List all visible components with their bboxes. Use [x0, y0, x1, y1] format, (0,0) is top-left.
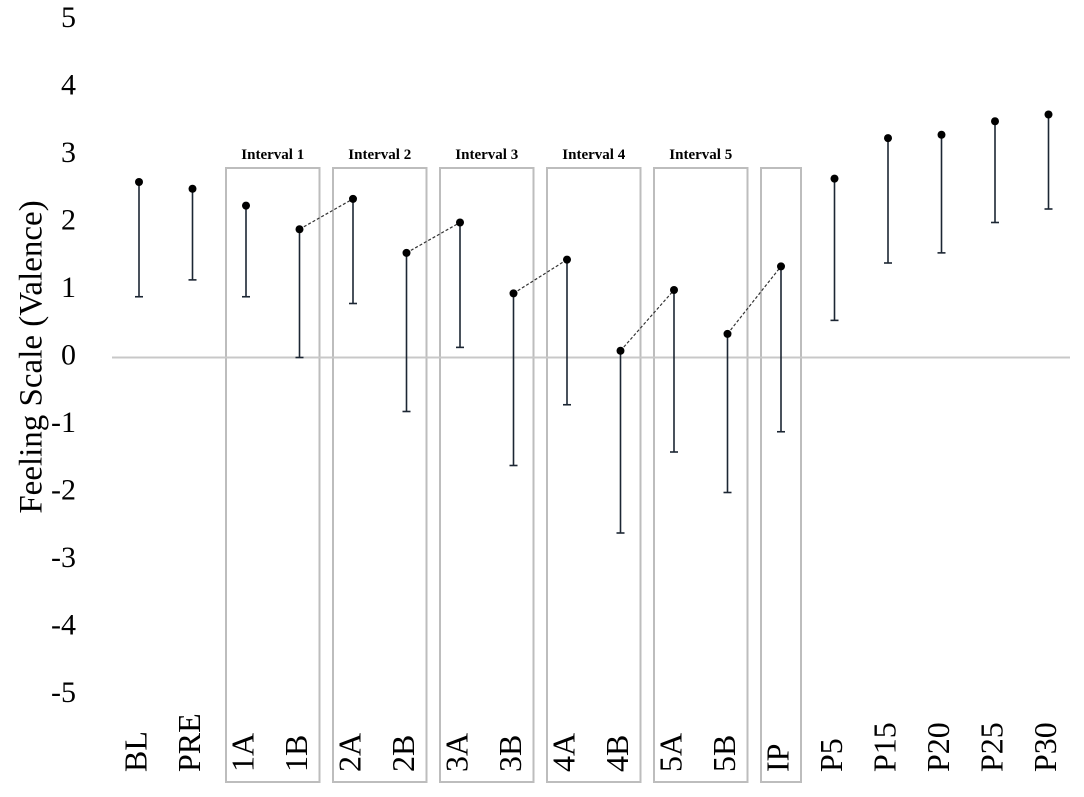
data-point: [456, 218, 464, 227]
interval-box-3: [439, 167, 535, 783]
connector-line: [299, 198, 354, 230]
x-tick-label: P15: [866, 722, 902, 772]
x-axis-ticks: BL PRE 1A 1B 2A 2B 3A 3B 4A 4B 5A 5B IP P5 P15 P20 P25 P3…: [117, 713, 1063, 772]
y-tick-label: 0: [61, 338, 76, 371]
data-point: [991, 117, 999, 126]
data-point: [295, 225, 304, 234]
interval-box-5: [653, 167, 749, 783]
data-point: [884, 134, 892, 143]
interval-box-1: [225, 167, 321, 783]
y-axis-label: Feeling Scale (Valence): [14, 200, 50, 513]
y-tick-label: -2: [51, 473, 76, 506]
x-tick-label: P30: [1027, 722, 1063, 772]
y-tick-label: 3: [61, 136, 76, 169]
data-marks: [135, 110, 1053, 534]
y-tick-label: 5: [61, 1, 76, 34]
x-tick-label: 3B: [492, 735, 528, 772]
y-axis-ticks: 5 4 3 2 1 0 -1 -2 -3 -4 -5: [51, 1, 76, 709]
data-point: [349, 194, 357, 203]
connector-line: [727, 266, 782, 335]
interval-label: Interval 4: [562, 147, 625, 163]
interval-box-6: [760, 167, 802, 783]
interval-label: Interval 3: [455, 147, 518, 163]
y-tick-label: -3: [51, 541, 76, 574]
data-point: [777, 262, 785, 271]
data-point: [830, 174, 839, 183]
interval-label: Interval 1: [241, 147, 304, 163]
data-point: [937, 130, 946, 139]
data-point: [188, 184, 197, 193]
x-tick-label: 5A: [652, 733, 688, 772]
y-tick-label: -1: [51, 406, 76, 439]
data-point: [135, 178, 143, 186]
y-tick-label: 2: [61, 203, 76, 236]
connector-line: [406, 221, 461, 254]
x-tick-label: 4B: [599, 735, 635, 772]
data-point: [402, 248, 411, 257]
x-tick-label: PRE: [171, 713, 207, 772]
data-point: [1044, 110, 1053, 119]
y-tick-label: 1: [61, 271, 76, 304]
data-point: [670, 286, 678, 294]
x-tick-label: 3A: [438, 733, 474, 772]
x-tick-label: 2B: [385, 735, 421, 772]
x-tick-label: IP: [759, 744, 795, 772]
data-point: [723, 329, 732, 338]
connector-line: [513, 259, 568, 294]
x-tick-label: 1A: [224, 733, 260, 772]
y-tick-label: -5: [51, 676, 76, 709]
interval-box-2: [332, 167, 428, 783]
interval-boxes: Interval 1 Interval 2 Interval 3 Interval 4…: [225, 147, 802, 783]
data-point: [616, 346, 625, 355]
interval-label: Interval 5: [669, 147, 732, 163]
data-point: [563, 255, 571, 264]
interval-box-4: [546, 167, 642, 783]
connector-lines: [299, 198, 782, 352]
data-point: [509, 289, 518, 298]
data-point: [242, 201, 250, 210]
x-tick-label: 5B: [706, 735, 742, 772]
connector-line: [620, 289, 675, 352]
x-tick-label: P25: [973, 722, 1009, 772]
y-tick-label: -4: [51, 608, 76, 641]
x-tick-label: 4A: [545, 733, 581, 772]
interval-label: Interval 2: [348, 147, 411, 163]
x-tick-label: P20: [920, 722, 956, 772]
y-tick-label: 4: [61, 68, 76, 101]
x-tick-label: 2A: [331, 733, 367, 772]
x-tick-label: 1B: [278, 735, 314, 772]
x-tick-label: BL: [117, 731, 153, 772]
x-tick-label: P5: [813, 738, 849, 772]
